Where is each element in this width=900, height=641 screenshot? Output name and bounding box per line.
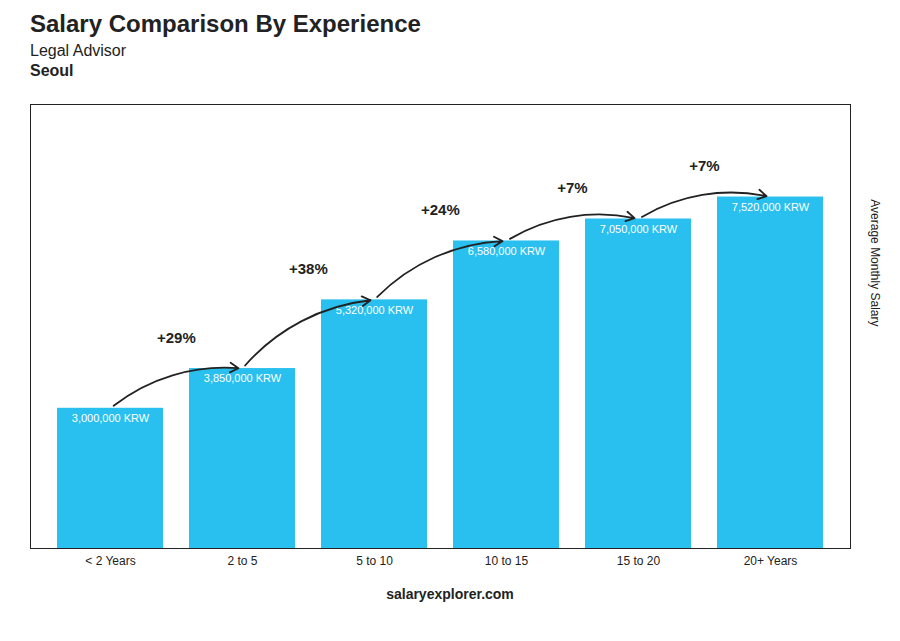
svg-text:20+ Years: 20+ Years [744, 554, 798, 568]
svg-text:15 to 20: 15 to 20 [617, 554, 661, 568]
svg-text:< 2 Years: < 2 Years [85, 554, 135, 568]
svg-text:10 to 15: 10 to 15 [485, 554, 529, 568]
svg-text:7,520,000 KRW: 7,520,000 KRW [732, 201, 810, 213]
html-text:Seoul: Seoul [30, 62, 74, 79]
svg-text:+29%: +29% [157, 329, 196, 346]
svg-text:+7%: +7% [557, 179, 587, 196]
html-text:Legal Advisor: Legal Advisor [30, 42, 127, 59]
svg-text:+24%: +24% [421, 201, 460, 218]
svg-text:7,050,000 KRW: 7,050,000 KRW [600, 223, 678, 235]
svg-text:3,000,000 KRW: 3,000,000 KRW [72, 412, 150, 424]
svg-text:6,580,000 KRW: 6,580,000 KRW [468, 245, 546, 257]
svg-text:+38%: +38% [289, 260, 328, 277]
html-text:Salary Comparison By Experienc: Salary Comparison By Experience [30, 10, 421, 37]
svg-text:5,320,000 KRW: 5,320,000 KRW [336, 304, 414, 316]
svg-text:5 to 10: 5 to 10 [356, 554, 393, 568]
svg-text:2 to 5: 2 to 5 [227, 554, 257, 568]
html-text:salary explorer.com: salary explorer.com [386, 586, 514, 602]
svg-text:+7%: +7% [689, 157, 719, 174]
svg-text:3,850,000 KRW: 3,850,000 KRW [204, 372, 282, 384]
svg-text:Average Monthly Salary: Average Monthly Salary [868, 199, 882, 326]
